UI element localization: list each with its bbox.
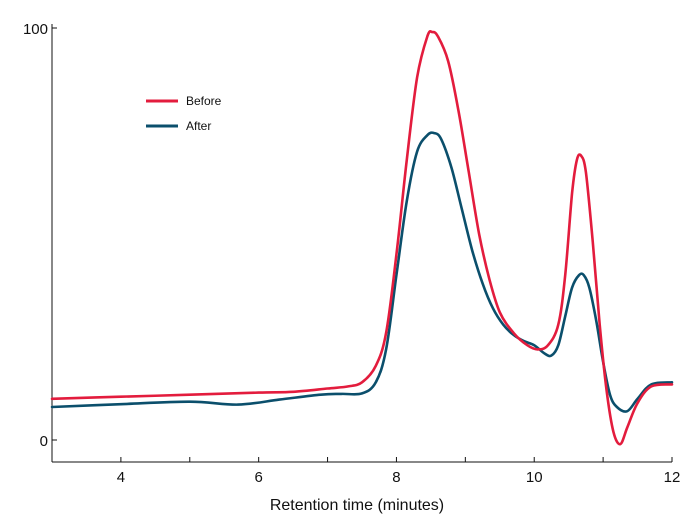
legend-label-after: After — [186, 119, 211, 133]
series-line-before — [50, 30, 674, 446]
y-tick-label: 0 — [40, 433, 48, 450]
x-axis-ticks: 4 6 8 10 12 — [51, 457, 680, 486]
plot-frame — [51, 24, 672, 463]
y-axis-ticks: 0 100 — [23, 21, 57, 450]
x-tick-label: 12 — [664, 469, 680, 486]
legend-label-before: Before — [186, 94, 222, 108]
y-tick-label: 100 — [23, 21, 48, 38]
legend: Before After — [146, 94, 222, 133]
x-tick-label: 8 — [392, 469, 400, 486]
x-axis-label: Retention time (minutes) — [270, 497, 444, 514]
x-tick-label: 6 — [254, 469, 262, 486]
x-tick-label: 4 — [117, 469, 125, 486]
series-line-after — [50, 131, 674, 413]
series-layer — [50, 30, 674, 446]
x-tick-label: 10 — [526, 469, 543, 486]
